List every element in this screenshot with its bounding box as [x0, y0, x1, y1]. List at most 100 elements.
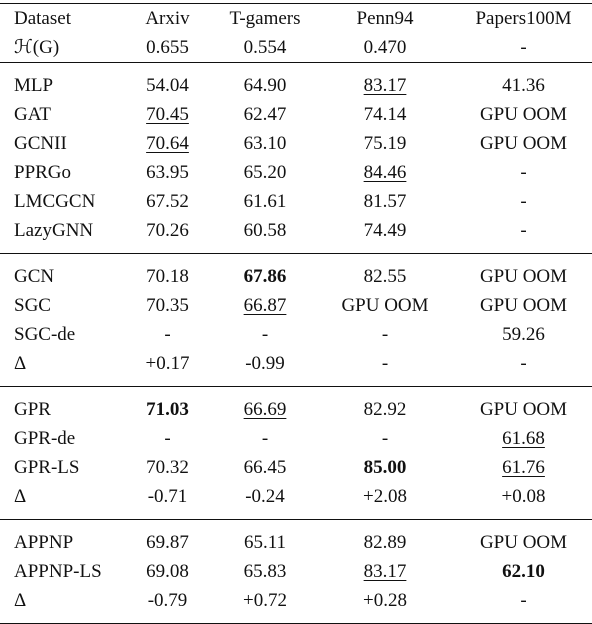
- table-row: APPNP-LS 69.08 65.83 83.17 62.10: [0, 557, 592, 586]
- table-cell: 63.95: [146, 162, 189, 183]
- table-cell: 66.69: [243, 399, 287, 420]
- table-cell: 74.14: [363, 104, 407, 125]
- table-row: Δ -0.79 +0.72 +0.28 -: [0, 586, 592, 624]
- table-cell: 61.61: [243, 191, 287, 212]
- table-cell: -: [520, 162, 527, 183]
- row-label: MLP: [14, 75, 54, 96]
- table-cell: -: [520, 220, 527, 241]
- table-cell: 70.32: [146, 457, 189, 478]
- table-row: MLP 54.04 64.90 83.17 41.36: [0, 63, 592, 101]
- header-cell: 0.655: [146, 37, 189, 58]
- row-label: ℋ(G): [14, 37, 60, 58]
- table-cell: 61.76: [502, 457, 545, 478]
- header-cell: 0.470: [363, 37, 407, 58]
- row-label: Dataset: [14, 8, 71, 29]
- table-cell: 64.90: [243, 75, 287, 96]
- table-cell: GPU OOM: [479, 133, 568, 154]
- table-cell: 70.35: [146, 295, 189, 316]
- table-row: GCN 70.18 67.86 82.55 GPU OOM: [0, 254, 592, 292]
- table-cell: 82.92: [363, 399, 407, 420]
- table-cell: 70.45: [146, 104, 189, 125]
- table-cell: 54.04: [146, 75, 189, 96]
- table-row: PPRGo 63.95 65.20 84.46 -: [0, 158, 592, 187]
- table-cell: 83.17: [363, 75, 407, 96]
- table-row: LazyGNN 70.26 60.58 74.49 -: [0, 216, 592, 254]
- table-group: GPR 71.03 66.69 82.92 GPU OOM GPR-de - - - 61.68 G…: [0, 386, 592, 520]
- table-cell: 69.87: [146, 532, 189, 553]
- table-row: SGC 70.35 66.87 GPU OOM GPU OOM: [0, 291, 592, 320]
- row-label: GCNII: [14, 133, 67, 154]
- table-cell: -0.71: [147, 486, 188, 507]
- table-cell: 59.26: [502, 324, 545, 345]
- table-cell: 69.08: [146, 561, 189, 582]
- table-cell: -: [520, 590, 527, 611]
- row-label: Δ: [14, 590, 27, 611]
- table-cell: -0.24: [245, 486, 285, 507]
- row-label: GPR-LS: [14, 457, 80, 478]
- table-cell: +0.28: [363, 590, 407, 611]
- table-cell: -0.79: [147, 590, 188, 611]
- header-cell: Papers100M: [475, 8, 572, 29]
- row-label: LMCGCN: [14, 191, 96, 212]
- header-cell: 0.554: [243, 37, 287, 58]
- table-cell: 70.18: [146, 266, 189, 287]
- table-cell: 71.03: [146, 399, 189, 420]
- table-cell: 62.10: [502, 561, 545, 582]
- table-row: APPNP 69.87 65.11 82.89 GPU OOM: [0, 520, 592, 558]
- table-cell: 84.46: [363, 162, 407, 183]
- table-cell: 70.26: [146, 220, 189, 241]
- table-cell: 63.10: [243, 133, 287, 154]
- table-cell: GPU OOM: [479, 295, 568, 316]
- table-cell: -: [261, 428, 269, 449]
- table-cell: -: [381, 428, 389, 449]
- table-cell: -0.99: [245, 353, 285, 374]
- table-cell: -: [261, 324, 269, 345]
- table-cell: -: [164, 428, 171, 449]
- table-cell: 41.36: [502, 75, 545, 96]
- table-cell: -: [381, 324, 389, 345]
- table-cell: 65.11: [243, 532, 287, 553]
- table-group: APPNP 69.87 65.11 82.89 GPU OOM APPNP-LS 69.08…: [0, 519, 592, 624]
- header-cell: -: [520, 37, 527, 58]
- header-row: Dataset Arxiv T-gamers Penn94 Papers100M: [0, 4, 592, 34]
- row-label: Δ: [14, 486, 27, 507]
- table-row: GPR 71.03 66.69 82.92 GPU OOM: [0, 387, 592, 425]
- table-cell: -: [520, 191, 527, 212]
- table-cell: GPU OOM: [479, 104, 568, 125]
- table-row: GCNII 70.64 63.10 75.19 GPU OOM: [0, 129, 592, 158]
- table-header: Dataset Arxiv T-gamers Penn94 Papers100M ℋ(G)…: [0, 3, 592, 63]
- row-label: SGC: [14, 295, 51, 316]
- table-row: Δ -0.71 -0.24 +2.08 +0.08: [0, 482, 592, 520]
- table-cell: 82.55: [363, 266, 407, 287]
- page: Dataset Arxiv T-gamers Penn94 Papers100M ℋ(G)…: [0, 3, 592, 624]
- table-cell: -: [164, 324, 171, 345]
- table-cell: +0.72: [243, 590, 287, 611]
- row-label: GPR-de: [14, 428, 76, 449]
- table-cell: GPU OOM: [479, 532, 568, 553]
- table-cell: GPU OOM: [479, 266, 568, 287]
- table-cell: 60.58: [243, 220, 287, 241]
- table-cell: 61.68: [502, 428, 545, 449]
- row-label: GCN: [14, 266, 55, 287]
- row-label: Δ: [14, 353, 27, 374]
- table-cell: 74.49: [363, 220, 407, 241]
- row-label: LazyGNN: [14, 220, 94, 241]
- table-group: MLP 54.04 64.90 83.17 41.36 GAT 70.45 62.47 74.1…: [0, 62, 592, 254]
- table-cell: 85.00: [363, 457, 407, 478]
- header-row: ℋ(G) 0.655 0.554 0.470 -: [0, 33, 592, 63]
- table-cell: -: [520, 353, 527, 374]
- row-label: GPR: [14, 399, 51, 420]
- row-label: SGC-de: [14, 324, 76, 345]
- table-cell: +2.08: [363, 486, 407, 507]
- header-cell: Arxiv: [145, 8, 190, 29]
- table-row: Δ +0.17 -0.99 - -: [0, 349, 592, 387]
- table-row: GAT 70.45 62.47 74.14 GPU OOM: [0, 100, 592, 129]
- table-row: LMCGCN 67.52 61.61 81.57 -: [0, 187, 592, 216]
- table-cell: 62.47: [243, 104, 287, 125]
- table-row: SGC-de - - - 59.26: [0, 320, 592, 349]
- row-label: APPNP-LS: [14, 561, 102, 582]
- table-cell: GPU OOM: [479, 399, 568, 420]
- table-cell: 66.45: [243, 457, 287, 478]
- table-cell: 67.52: [146, 191, 189, 212]
- header-cell: T-gamers: [229, 8, 301, 29]
